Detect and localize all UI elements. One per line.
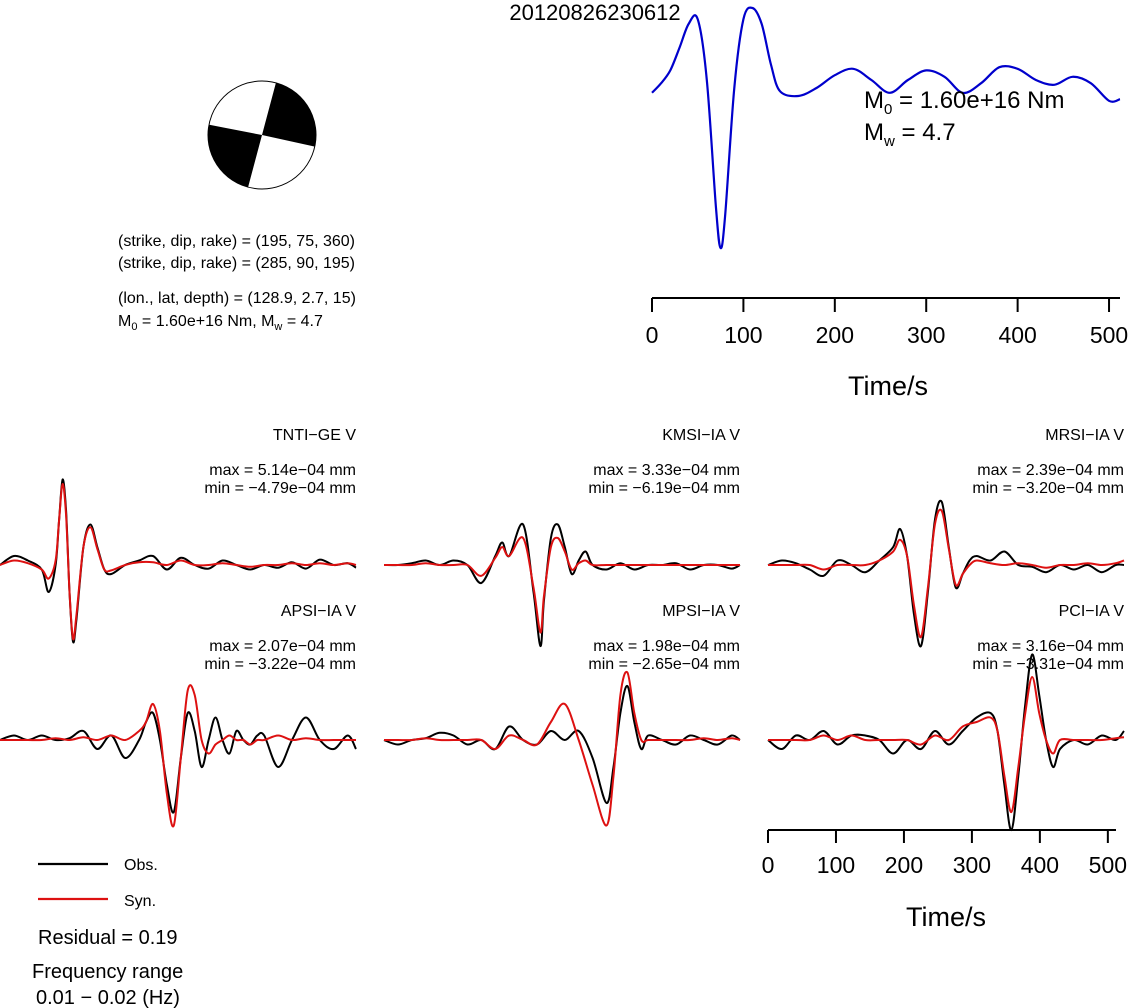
max-amplitude-label: max = 5.14e−04 mm xyxy=(209,462,356,479)
waveform-tick-label: 0 xyxy=(762,852,775,878)
max-amplitude-label: max = 3.16e−04 mm xyxy=(977,638,1124,655)
info-line-3: (lon., lat, depth) = (128.9, 2.7, 15) xyxy=(118,290,356,307)
min-amplitude-label: min = −3.31e−04 mm xyxy=(972,656,1124,673)
synthetic-trace xyxy=(0,482,357,641)
stf-tick-label: 400 xyxy=(998,322,1036,348)
waveform-tick-label: 200 xyxy=(885,852,923,878)
frequency-range-title: Frequency range xyxy=(32,961,183,983)
legend-obs-label: Obs. xyxy=(124,857,158,874)
stf-tick-label: 500 xyxy=(1090,322,1128,348)
legend: Obs. Syn. xyxy=(38,857,158,910)
legend-syn-label: Syn. xyxy=(124,893,156,910)
waveform-tick-label: 400 xyxy=(1021,852,1059,878)
stf-m0-label: M0 = 1.60e+16 Nm xyxy=(864,87,1064,118)
figure-title: 20120826230612 xyxy=(509,0,680,25)
max-amplitude-label: max = 2.07e−04 mm xyxy=(209,638,356,655)
stf-x-axis: 0 100 200 300 400 500 xyxy=(646,297,1128,348)
source-time-function-chart: M0 = 1.60e+16 Nm Mw = 4.7 0 100 200 300 400 5… xyxy=(646,6,1128,401)
waveform-tick-label: 100 xyxy=(817,852,855,878)
info-line-1: (strike, dip, rake) = (195, 75, 360) xyxy=(118,233,355,250)
waveform-x-axis: 0 100 200 300 400 500 xyxy=(762,829,1127,878)
stf-x-axis-label: Time/s xyxy=(848,371,928,401)
station-label: APSI−IA V xyxy=(281,603,356,620)
station-label: TNTI−GE V xyxy=(273,427,356,444)
max-amplitude-label: max = 1.98e−04 mm xyxy=(593,638,740,655)
stf-series-line xyxy=(651,6,1121,250)
stf-tick-label: 100 xyxy=(724,322,762,348)
synthetic-trace xyxy=(767,508,1125,639)
info-line-4: M0 = 1.60e+16 Nm, Mw = 4.7 xyxy=(118,313,323,333)
min-amplitude-label: min = −4.79e−04 mm xyxy=(204,480,356,497)
observed-trace xyxy=(383,684,741,805)
station-label: MPSI−IA V xyxy=(662,603,740,620)
waveform-tick-label: 500 xyxy=(1089,852,1127,878)
stf-tick-label: 200 xyxy=(816,322,854,348)
source-info: (strike, dip, rake) = (195, 75, 360) (st… xyxy=(118,233,356,333)
station-label: KMSI−IA V xyxy=(662,427,740,444)
stf-tick-label: 0 xyxy=(646,322,659,348)
waveform-x-axis-label: Time/s xyxy=(906,902,986,932)
observed-trace xyxy=(767,499,1125,648)
max-amplitude-label: max = 3.33e−04 mm xyxy=(593,462,740,479)
synthetic-trace xyxy=(0,684,356,828)
synthetic-trace xyxy=(767,675,1125,814)
max-amplitude-label: max = 2.39e−04 mm xyxy=(977,462,1124,479)
beachball xyxy=(207,80,317,190)
min-amplitude-label: min = −2.65e−04 mm xyxy=(588,656,740,673)
synthetic-trace xyxy=(383,536,740,634)
observed-trace xyxy=(0,711,357,814)
station-label: PCI−IA V xyxy=(1059,603,1125,620)
waveform-tick-label: 300 xyxy=(953,852,991,878)
observed-trace xyxy=(767,653,1125,832)
observed-trace xyxy=(383,523,741,648)
stf-mw-label: Mw = 4.7 xyxy=(864,119,956,150)
frequency-range-value: 0.01 − 0.02 (Hz) xyxy=(36,987,180,1008)
stf-tick-label: 300 xyxy=(907,322,945,348)
synthetic-trace xyxy=(383,670,741,827)
residual-text: Residual = 0.19 xyxy=(38,927,178,949)
info-line-2: (strike, dip, rake) = (285, 90, 195) xyxy=(118,255,355,272)
min-amplitude-label: min = −3.20e−04 mm xyxy=(972,480,1124,497)
station-label: MRSI−IA V xyxy=(1045,427,1124,444)
min-amplitude-label: min = −3.22e−04 mm xyxy=(204,656,356,673)
min-amplitude-label: min = −6.19e−04 mm xyxy=(588,480,740,497)
